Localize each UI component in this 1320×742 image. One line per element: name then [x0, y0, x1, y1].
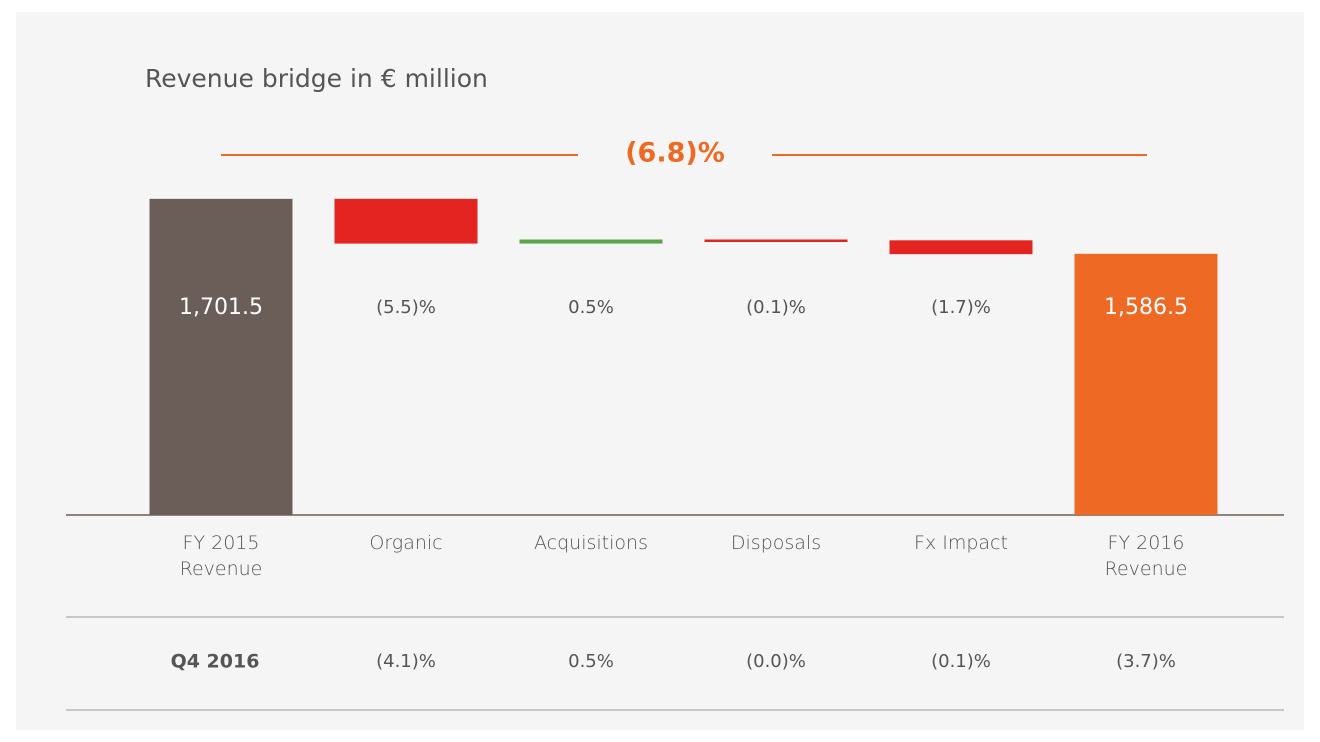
x-tick-label: Fx Impact [914, 532, 1008, 554]
bar [334, 198, 478, 244]
x-tick-label: Acquisitions [534, 532, 648, 554]
value-label: 0.5% [568, 297, 614, 318]
x-tick-label: Disposals [730, 532, 822, 554]
row-value: (0.1)% [931, 651, 991, 672]
bar [149, 198, 293, 515]
row-value: (0.0)% [746, 651, 806, 672]
row-value: (4.1)% [376, 651, 436, 672]
x-tick-label: Organic [369, 532, 443, 554]
value-label: 1,701.5 [179, 295, 263, 320]
row-label: Q4 2016 [171, 651, 260, 673]
bar [704, 239, 848, 243]
x-tick-label: FY 2016 Revenue [1104, 532, 1188, 580]
value-label: (5.5)% [376, 297, 436, 318]
bar [519, 239, 663, 244]
row-value: (3.7)% [1116, 651, 1176, 672]
chart-title: Revenue bridge in € million [145, 64, 488, 93]
bar [889, 240, 1033, 255]
value-label: 1,586.5 [1104, 295, 1188, 320]
bar [1074, 253, 1218, 515]
total-change: (6.8)% [625, 138, 725, 169]
value-label: (1.7)% [931, 297, 991, 318]
x-tick-label: FY 2015 Revenue [179, 532, 263, 580]
row-value: 0.5% [568, 651, 614, 672]
value-label: (0.1)% [746, 297, 806, 318]
